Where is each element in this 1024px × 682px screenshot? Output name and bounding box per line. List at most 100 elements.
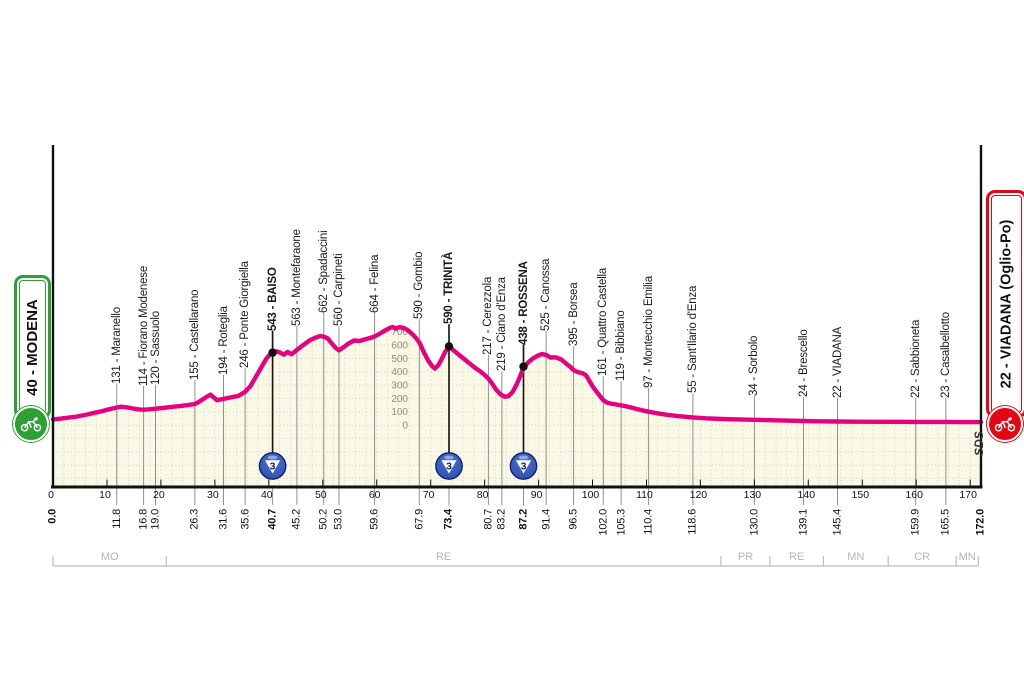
waypoint-label: 438 - ROSSENA (517, 260, 530, 345)
start-label: 40 - MODENA (24, 298, 41, 396)
elevation-profile-line (50, 324, 984, 425)
km-tick-label: 70 (422, 489, 435, 501)
start-cyclist-badge (13, 406, 49, 442)
waypoint-label: 34 - Sorbolo (748, 335, 761, 396)
km-distance-label: 118.6 (686, 509, 699, 535)
finish-label: 22 - VIADANA (Oglio-Po) (998, 219, 1015, 389)
province-bracket (52, 556, 979, 567)
km-distance-label: 145.4 (831, 509, 844, 536)
waypoint-label: 119 - Bibbiano (615, 310, 628, 382)
km-distance-label: 165.5 (939, 509, 952, 536)
waypoint-lines (116, 312, 947, 505)
elevation-tick-label: 300 (391, 381, 408, 392)
km-distance-label: 35.6 (239, 509, 252, 530)
elevation-area (53, 327, 981, 487)
start-label-box: 40 - MODENA (14, 275, 51, 419)
km-distance-label: 172.0 (975, 509, 987, 536)
waypoint-label: 155 - Castellarano (188, 289, 201, 381)
elevation-tick-label: 600 (391, 341, 408, 352)
sds-watermark: SDS (972, 431, 986, 456)
elevation-tick-label: 400 (391, 367, 408, 378)
km-distance-label: 91.4 (540, 509, 553, 530)
km-distance-label: 87.2 (517, 509, 530, 530)
waypoint-label: 131 - Maranello (110, 306, 123, 384)
waypoint-label: 664 - Felina (368, 254, 381, 313)
waypoint-label: 525 - Canossa (540, 258, 553, 331)
km-distance-label: 0.0 (47, 509, 59, 524)
km-tick-label: 120 (689, 489, 708, 501)
km-tick-label: 170 (959, 489, 977, 501)
km-tick-label: 80 (476, 489, 489, 501)
waypoint-label: 563 - Montefaraone (290, 229, 303, 326)
cyclist-icon (20, 416, 42, 432)
km-distance-label: 102.0 (597, 509, 610, 536)
waypoint-label: 55 - Sant'Ilario d'Enza (686, 286, 699, 394)
cyclist-icon (994, 416, 1016, 432)
km-distance-label: 105.3 (615, 509, 628, 536)
km-distance-label: 31.6 (217, 509, 230, 530)
waypoint-label: 246 - Ponte Giorgiella (239, 261, 252, 368)
km-distance-label: 45.2 (290, 509, 303, 530)
waypoint-label: 194 - Roteglia (217, 306, 230, 375)
km-tick-label: 30 (207, 489, 219, 501)
waypoint-label: 219 - Ciano d'Enza (495, 277, 508, 372)
km-tick-label: 40 (260, 489, 273, 501)
finish-cyclist-badge (987, 406, 1023, 442)
km-distance-label: 16.8 (137, 509, 150, 530)
km-distance-label: 110.4 (642, 509, 655, 535)
km-distance-label: 73.4 (443, 509, 455, 530)
gpm-category-number: 3 (521, 461, 527, 473)
km-tick-label: 160 (905, 489, 923, 501)
province-label: RE (435, 551, 452, 563)
km-tick-label: 100 (581, 489, 600, 501)
waypoint-label: 590 - Gombio (413, 251, 426, 319)
km-tick-label: 130 (743, 489, 762, 501)
province-label: MN (847, 551, 865, 563)
gpm-cat3-marker: 3 (258, 348, 287, 480)
km-tick-label: 20 (153, 489, 165, 501)
km-tick-label: 50 (314, 489, 327, 501)
waypoint-label: 395 - Borsea (567, 282, 580, 347)
km-distance-label: 67.9 (413, 509, 426, 530)
gpm-cat3-marker: 3 (435, 342, 463, 480)
km-distance-label: 26.3 (188, 509, 201, 530)
waypoint-label: 560 - Carpineti (333, 253, 345, 327)
province-label: MO (100, 551, 119, 563)
km-distance-label: 50.2 (317, 509, 330, 530)
km-distance-label: 53.0 (333, 509, 345, 530)
elevation-tick-label: 100 (391, 407, 408, 418)
province-label: PR (737, 551, 754, 563)
waypoint-label: 22 - VIADANA (831, 326, 844, 398)
province-label: MN (958, 551, 976, 563)
waypoint-label: 161 - Quattro Castella (597, 268, 610, 377)
km-tick-label: 150 (851, 489, 870, 501)
km-distance-label: 80.7 (482, 509, 495, 530)
province-label: CR (914, 551, 931, 563)
waypoint-label: 662 - Spadaccini (317, 230, 330, 313)
finish-label-box: 22 - VIADANA (Oglio-Po) (986, 190, 1024, 418)
waypoint-label: 24 - Brescello (797, 329, 810, 397)
km-distance-label: 83.2 (495, 509, 508, 530)
km-tick-label: 60 (368, 489, 381, 501)
waypoint-label: 120 - Sassuolo (149, 310, 162, 385)
waypoint-label: 217 - Cerezzola (482, 276, 495, 355)
km-tick-label: 140 (797, 489, 816, 501)
waypoint-label: 23 - Casalbellotto (939, 311, 952, 398)
gpm-cat3-marker: 3 (509, 362, 538, 480)
km-distance-label: 40.7 (266, 509, 279, 530)
km-tick-label: 10 (99, 489, 111, 501)
elevation-tick-label: 700 (391, 327, 408, 338)
waypoint-label: 97 - Montecchio Emilia (642, 275, 655, 388)
km-tick-label: 110 (636, 489, 653, 501)
waypoint-label: 543 - BAISO (266, 266, 279, 331)
km-distance-label: 159.9 (909, 509, 922, 536)
gpm-category-number: 3 (446, 461, 452, 473)
elevation-scale: 0 100 200 300 400 500 600 700 (391, 327, 408, 431)
km-distance-label: 130.0 (748, 509, 761, 536)
elevation-tick-label: 500 (391, 354, 408, 365)
province-label: RE (789, 551, 805, 563)
waypoint-label: 22 - Sabbioneta (909, 319, 922, 398)
waypoint-label: 114 - Fiorano Modenese (137, 265, 150, 386)
